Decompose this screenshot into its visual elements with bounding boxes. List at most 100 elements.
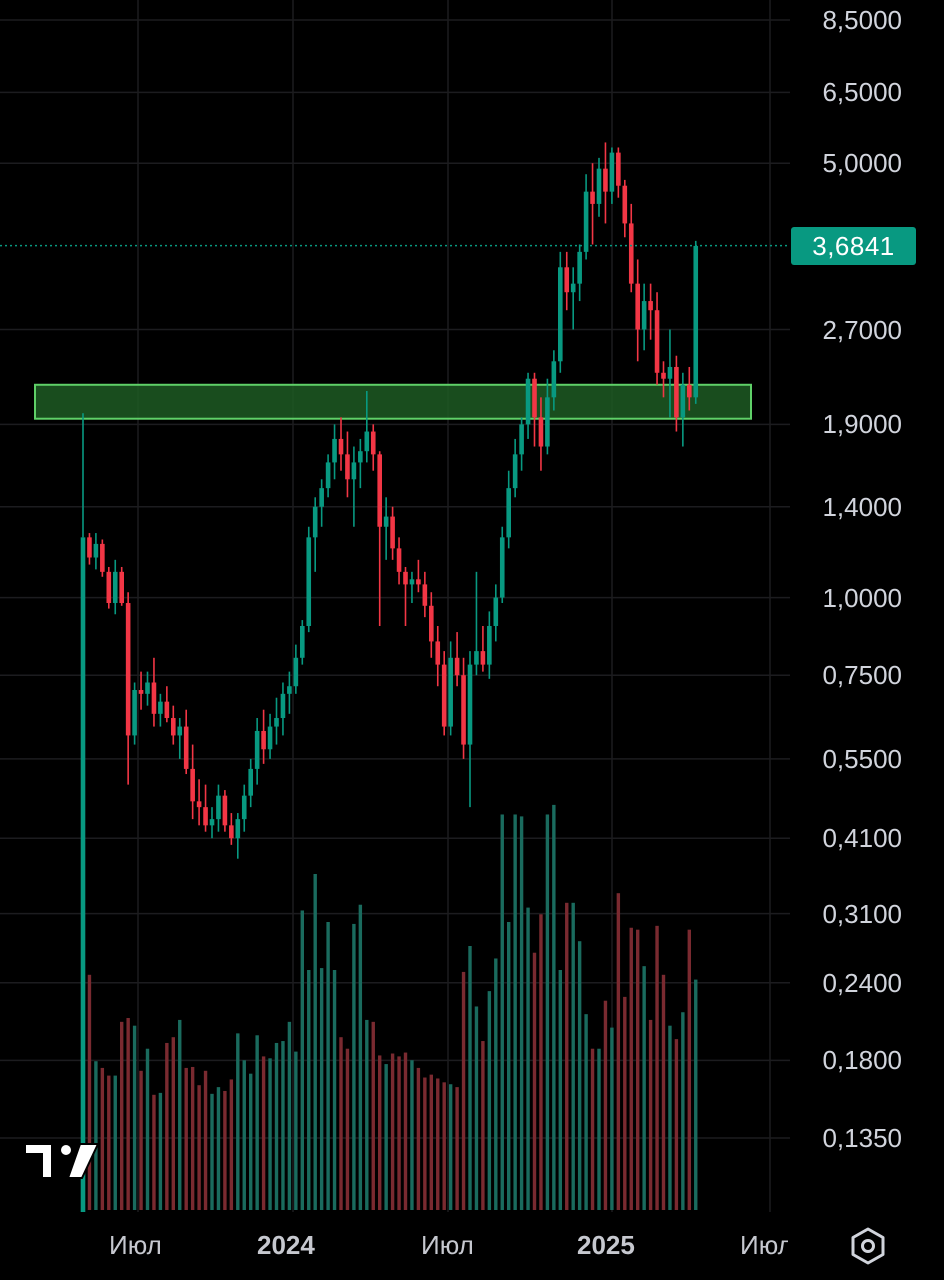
candle[interactable] xyxy=(416,559,421,593)
candle[interactable] xyxy=(545,378,550,455)
candle[interactable] xyxy=(306,526,312,633)
candle[interactable] xyxy=(300,620,305,665)
candle[interactable] xyxy=(648,283,653,340)
candle[interactable] xyxy=(654,292,660,385)
candle[interactable] xyxy=(151,657,157,727)
candle[interactable] xyxy=(287,671,292,714)
candle[interactable] xyxy=(570,267,576,330)
candle[interactable] xyxy=(183,709,189,775)
candle[interactable] xyxy=(145,671,150,706)
candle[interactable] xyxy=(519,417,524,471)
candle[interactable] xyxy=(338,417,344,471)
candle[interactable] xyxy=(229,813,234,845)
candle[interactable] xyxy=(487,611,492,679)
candle[interactable] xyxy=(325,454,331,498)
candle[interactable] xyxy=(474,571,479,676)
candle[interactable] xyxy=(280,682,286,736)
candle[interactable] xyxy=(377,451,382,627)
candle[interactable] xyxy=(641,283,647,351)
candle[interactable] xyxy=(506,470,511,549)
candle[interactable] xyxy=(635,259,640,362)
candle[interactable] xyxy=(261,709,266,764)
candle[interactable] xyxy=(235,813,241,859)
candle[interactable] xyxy=(674,355,679,432)
candle[interactable] xyxy=(222,790,228,832)
candle[interactable] xyxy=(628,203,634,293)
candle[interactable] xyxy=(616,147,621,198)
candle[interactable] xyxy=(358,438,363,489)
candle[interactable] xyxy=(493,584,499,642)
candle[interactable] xyxy=(448,641,453,736)
candle[interactable] xyxy=(119,566,124,606)
candle[interactable] xyxy=(441,651,447,736)
candle[interactable] xyxy=(409,571,415,604)
candle[interactable] xyxy=(551,350,557,411)
candle[interactable] xyxy=(209,807,215,839)
candle[interactable] xyxy=(538,397,544,471)
candle[interactable] xyxy=(396,537,402,585)
candle[interactable] xyxy=(93,533,99,570)
candle[interactable] xyxy=(177,718,183,759)
candle[interactable] xyxy=(422,571,428,618)
candle[interactable] xyxy=(467,651,473,808)
candle[interactable] xyxy=(100,539,105,577)
candle[interactable] xyxy=(454,632,460,687)
candle[interactable] xyxy=(196,779,202,826)
candle[interactable] xyxy=(390,506,395,560)
candle[interactable] xyxy=(403,566,408,627)
candle[interactable] xyxy=(383,497,389,560)
candle[interactable] xyxy=(125,592,131,785)
candle[interactable] xyxy=(274,697,279,745)
candle[interactable] xyxy=(319,479,324,527)
candle[interactable] xyxy=(622,179,628,238)
candle[interactable] xyxy=(132,682,137,745)
candle[interactable] xyxy=(667,329,673,418)
candle[interactable] xyxy=(254,718,260,785)
candle[interactable] xyxy=(370,424,376,471)
candle[interactable] xyxy=(596,157,602,217)
candle[interactable] xyxy=(364,390,370,463)
candle[interactable] xyxy=(171,705,176,745)
candle[interactable] xyxy=(345,431,350,498)
candle[interactable] xyxy=(435,626,441,687)
candle[interactable] xyxy=(480,626,486,672)
candle[interactable] xyxy=(190,744,195,820)
candle[interactable] xyxy=(158,693,163,727)
candle[interactable] xyxy=(680,372,686,447)
candle[interactable] xyxy=(661,361,666,398)
candle[interactable] xyxy=(603,142,608,224)
candle[interactable] xyxy=(80,413,86,1212)
candle[interactable] xyxy=(687,366,692,411)
settings-gear-icon[interactable] xyxy=(848,1226,888,1266)
candle[interactable] xyxy=(138,671,144,710)
candle[interactable] xyxy=(564,251,570,311)
candle[interactable] xyxy=(609,147,615,204)
candle[interactable] xyxy=(429,592,434,658)
candle[interactable] xyxy=(693,240,699,404)
candle[interactable] xyxy=(312,497,318,572)
candle[interactable] xyxy=(512,438,518,498)
candle[interactable] xyxy=(577,244,582,302)
candle[interactable] xyxy=(241,784,247,832)
support-resistance-zone[interactable] xyxy=(34,383,752,420)
candle[interactable] xyxy=(248,758,253,808)
candle[interactable] xyxy=(525,372,531,439)
candle[interactable] xyxy=(164,686,170,723)
candle[interactable] xyxy=(112,559,118,615)
candle[interactable] xyxy=(216,784,221,832)
candle[interactable] xyxy=(532,372,537,447)
candle[interactable] xyxy=(267,713,273,759)
tradingview-logo-icon[interactable] xyxy=(22,1140,100,1182)
candle[interactable] xyxy=(461,657,466,759)
candle[interactable] xyxy=(499,526,505,604)
candle[interactable] xyxy=(87,533,92,565)
candle[interactable] xyxy=(558,251,563,373)
candle[interactable] xyxy=(203,784,208,832)
candle[interactable] xyxy=(106,566,112,609)
candle[interactable] xyxy=(293,644,299,694)
candle[interactable] xyxy=(332,424,337,480)
candle[interactable] xyxy=(351,446,357,527)
candle[interactable] xyxy=(590,163,595,245)
candle[interactable] xyxy=(583,174,589,260)
